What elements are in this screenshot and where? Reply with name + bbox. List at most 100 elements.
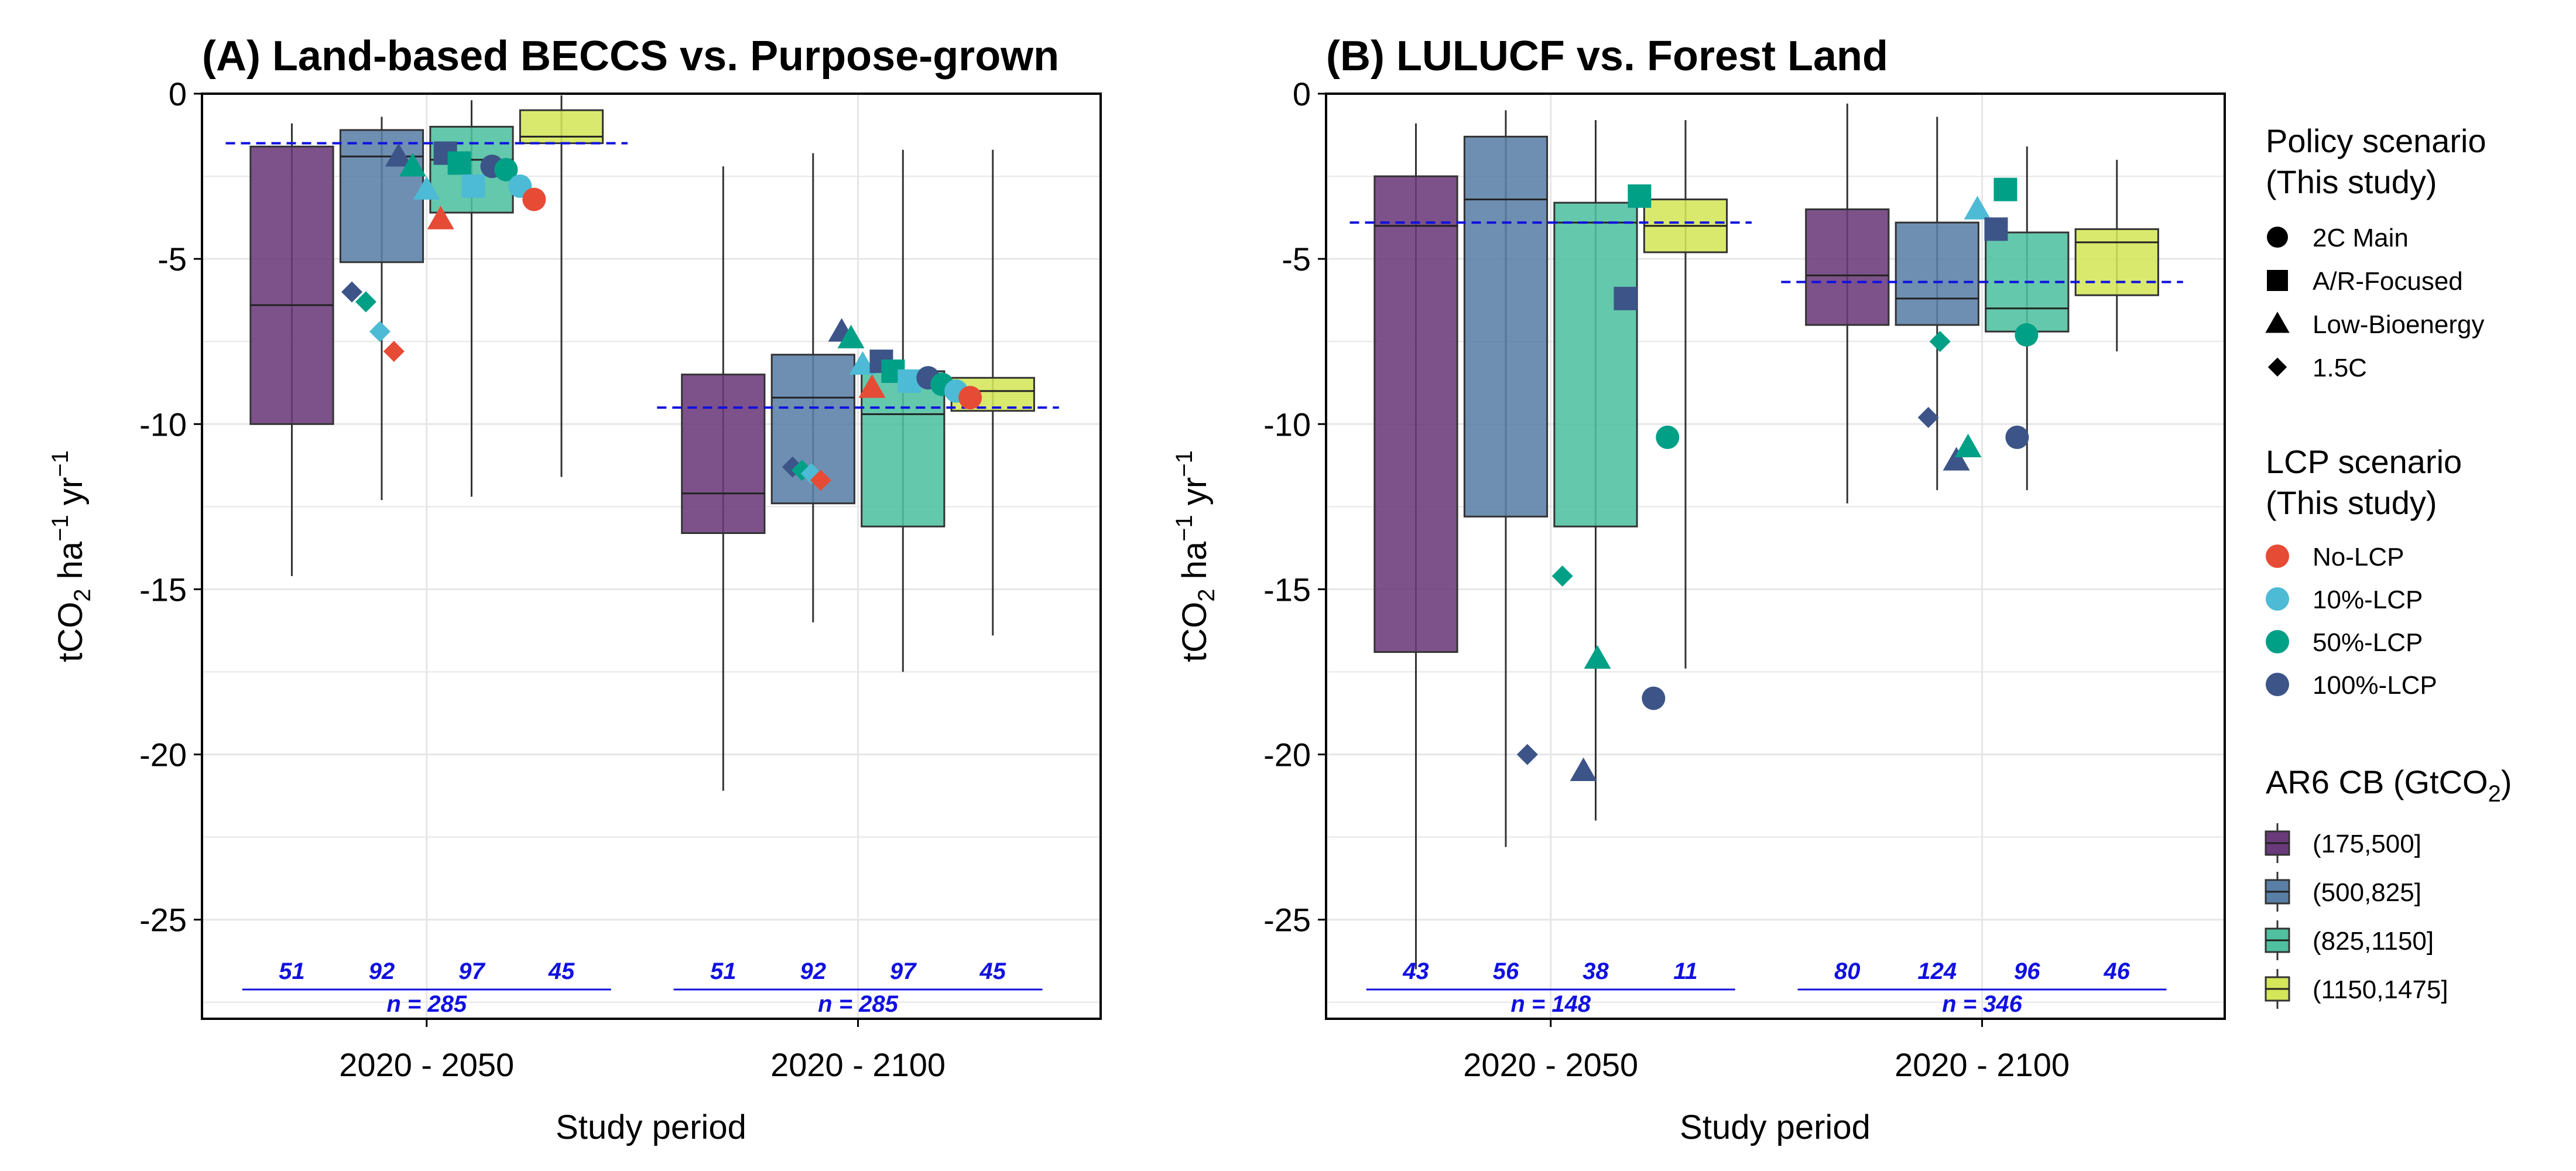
legend-lcp-items: No-LCP 10%-LCP 50%-LCP 100%-LCP [2266,543,2437,700]
panel-a-point-1-5c [810,470,831,491]
panel-b-x-ticks: 2020 - 2050 2020 - 2100 [1463,1019,2070,1083]
panel-b-point-low-bioenergy [1570,757,1597,782]
panel-a-y-tick-label: -15 [139,571,187,608]
panel-b-point-low-bioenergy [1964,196,1991,220]
panel-b-box-0-2: 38 [1553,120,1638,984]
legend-shape-diamond [2267,357,2287,377]
box-count-label: 97 [458,958,485,984]
panel-b-ylabel-sup2: −1 [1171,450,1197,477]
panel-a-frame [201,93,1102,1020]
panel-a-point-2c-main [958,386,982,410]
panel-b-ylabel-sub: 2 [1194,588,1220,601]
panel-a-point-low-bioenergy [385,143,412,167]
panel-a-point-a-r-focused [447,151,471,175]
legend-lcp-swatch [2266,545,2289,568]
box-count-label: 97 [890,958,917,984]
box-body [249,145,334,425]
box-count-label: 51 [279,958,305,984]
panel-b-y-tick-label: 0 [1293,76,1311,112]
panel-b-box-0-3: 11 [1643,120,1728,984]
legend-lcp-swatch [2266,630,2289,653]
legend-cb-items: (175,500] (500,825] (825,1150] (1150,1475] [2265,823,2448,1009]
panel-b-ylabel-main: tCO [1176,602,1214,662]
panel-b-marks: 43 56 38 11 n = 148 80 124 96 46 n = 346 [1349,103,2183,1017]
panel-b-ylabel-end: yr [1176,477,1214,515]
panel-b-box-0-1: 56 [1463,110,1549,984]
panel-a-n-total: n = 285 [818,991,899,1017]
legend-lcp-title-line2: (This study) [2266,484,2437,521]
box-count-label: 92 [800,958,827,984]
panel-a-x-axis-label: Study period [556,1108,746,1146]
panel-b-box-0-0: 43 [1373,123,1458,984]
panel-a-box-1-2: 97 [861,149,946,984]
panel-b-x-axis-label: Study period [1680,1108,1871,1146]
panel-a-box-0-0: 51 [249,123,334,984]
panel-a-point-2c-main [522,187,546,211]
panel-b-x-tick-label: 2020 - 2100 [1895,1046,2070,1083]
panel-b-point-1-5c [1917,407,1939,428]
panel-b-point-2c-main [1656,425,1680,449]
panel-b-y-tick-label: -25 [1263,902,1311,939]
legend-cb-label: (825,1150] [2313,927,2434,956]
panel-a-title: (A) Land-based BECCS vs. Purpose-grown [202,33,1059,80]
box-count-label: 46 [2104,958,2130,984]
panel-b-point-1-5c [1929,331,1951,352]
legend-cb-title: AR6 CB (GtCO2) [2266,763,2512,807]
panel-b-box-1-3: 46 [2074,159,2159,984]
panel-a-point-1-5c [369,321,390,343]
legend-cb-label: (1150,1475] [2313,975,2448,1004]
panel-a-point-a-r-focused [461,174,485,198]
panel-b: (B) LULUCF vs. Forest Land 43 56 38 11 n = 1… [1171,33,2226,1146]
panel-a-point-1-5c [355,291,376,313]
legend-shape-triangle [2265,311,2290,333]
panel-b-point-2c-main [2005,425,2029,449]
box-count-label: 45 [979,958,1006,984]
legend-policy-label: 1.5C [2313,354,2367,382]
panel-a-y-axis-label: tCO2 ha−1 yr−1 [47,450,95,662]
panel-a-x-ticks: 2020 - 2050 2020 - 2100 [339,1019,946,1083]
box-count-label: 96 [2014,958,2040,984]
panel-a-y-tick-label: -25 [139,902,187,939]
panel-b-point-a-r-focused [1614,286,1638,310]
box-count-label: 45 [548,958,575,984]
panel-a-x-tick-label: 2020 - 2050 [339,1046,514,1083]
panel-b-box-1-0: 80 [1805,103,1890,984]
panel-b-point-1-5c [1516,744,1538,765]
panel-a-point-low-bioenergy [849,351,876,375]
panel-b-point-a-r-focused [1628,184,1652,208]
panel-b-ylabel-sup1: −1 [1171,515,1197,542]
panel-a: (A) Land-based BECCS vs. Purpose-grown 5… [47,33,1102,1146]
legend-lcp-swatch [2266,587,2289,611]
box-count-label: 92 [369,958,395,984]
panel-a-point-1-5c [341,281,363,303]
legend-lcp-swatch [2266,673,2289,696]
panel-a-box-0-1: 92 [339,117,424,984]
panel-a-x-tick-label: 2020 - 2100 [770,1046,946,1083]
legend-cb-title-main: AR6 CB (GtCO [2266,763,2488,800]
panel-b-point-low-bioenergy [1943,447,1970,471]
panel-b-point-low-bioenergy [1954,433,1982,458]
panel-a-ylabel-sub: 2 [70,588,95,601]
legend-policy-label: 2C Main [2313,224,2409,252]
panel-a-box-1-1: 92 [770,153,855,984]
legend-shape-circle [2267,227,2288,248]
panel-a-y-tick-label: 0 [169,76,187,112]
panel-b-y-ticks: 0 -5 -10 -15 -20 -25 [1263,76,1326,939]
box-body [339,129,424,263]
box-body [1463,135,1549,518]
legend-cb-label: (500,825] [2313,878,2421,907]
legend-lcp-title-line1: LCP scenario [2266,443,2462,480]
box-body [1373,175,1458,653]
panel-a-point-low-bioenergy [427,206,454,230]
panel-b-y-tick-label: -15 [1263,571,1311,608]
legend-lcp-label: 50%-LCP [2313,628,2423,657]
box-body [2074,228,2159,296]
panel-b-x-tick-label: 2020 - 2050 [1463,1046,1638,1083]
panel-a-ylabel-sup1: −1 [47,515,73,542]
panel-a-box-0-3: 45 [519,95,604,984]
panel-a-box-1-3: 45 [950,149,1035,984]
panel-b-y-tick-label: -20 [1263,737,1311,773]
box-count-label: 38 [1582,958,1609,984]
panel-b-box-1-1: 124 [1895,117,1979,984]
panel-b-point-1-5c [1551,565,1573,587]
